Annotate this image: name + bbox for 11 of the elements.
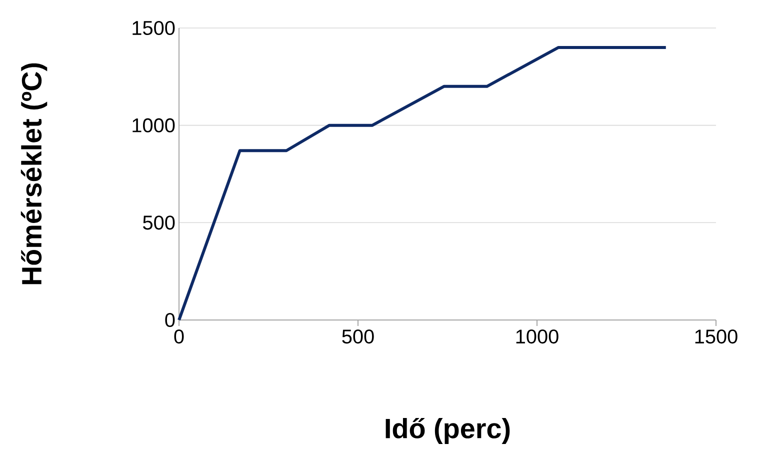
- x-tick-label: 1000: [516, 330, 558, 344]
- x-tick-label: 0: [174, 330, 184, 344]
- x-axis-title: Idő (perc): [386, 418, 510, 444]
- x-tick-label: 500: [342, 330, 374, 344]
- y-tick-label: 1500: [132, 20, 175, 36]
- y-tick-label: 500: [143, 216, 175, 230]
- y-tick-label: 1000: [132, 118, 175, 132]
- line-series: [178, 46, 668, 322]
- x-tick-label: 1500: [695, 330, 738, 344]
- y-tick-label: 0: [165, 312, 175, 328]
- y-axis-title: Hőmérséklet (ºC): [20, 63, 48, 284]
